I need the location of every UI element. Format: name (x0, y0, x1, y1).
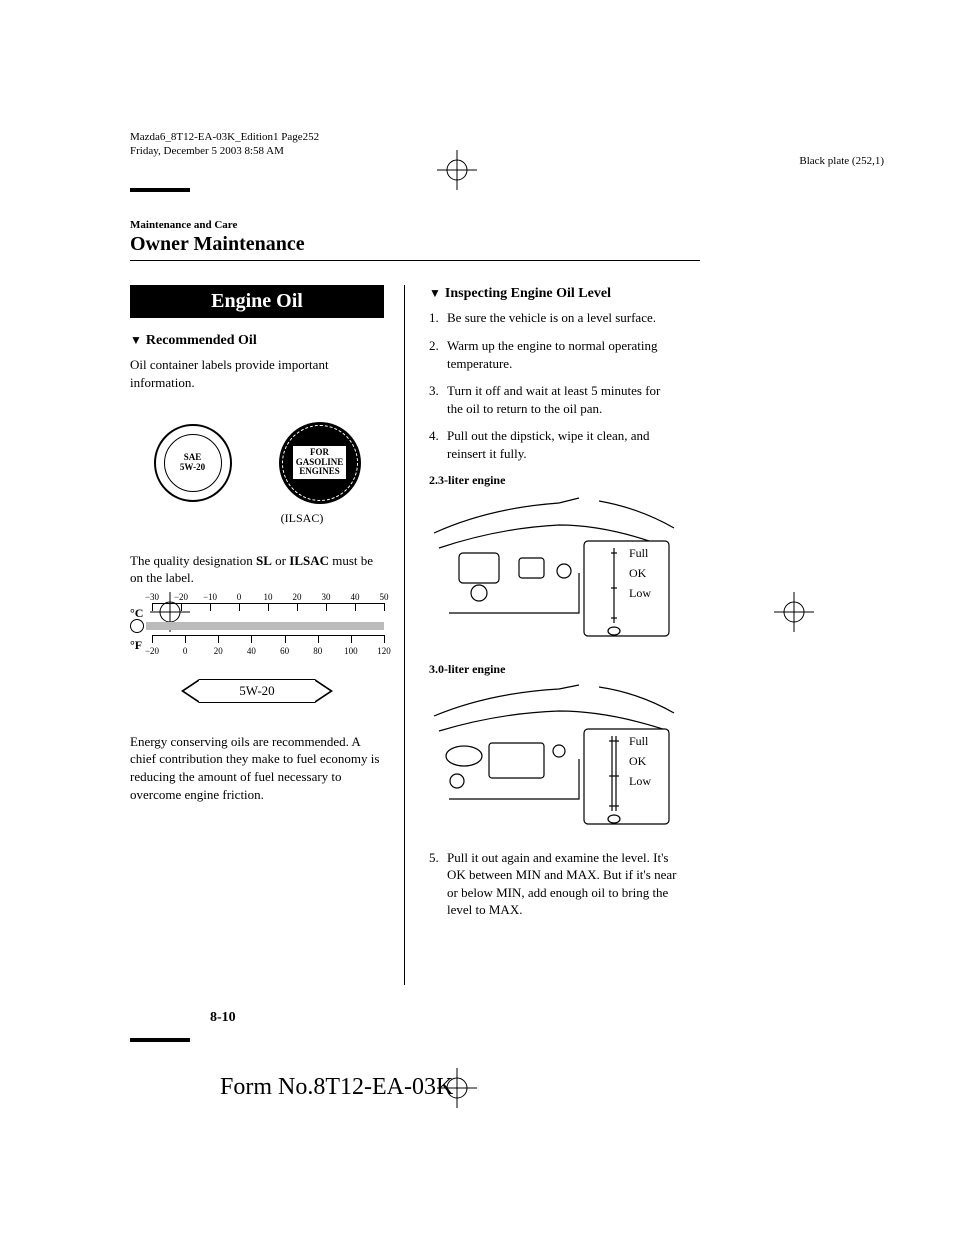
page-title: Owner Maintenance (130, 233, 830, 256)
engine-label: 2.3-liter engine (429, 472, 679, 488)
text-bold: SL (256, 553, 272, 568)
donut-sae: SAE (184, 452, 202, 462)
engine-bay-23-icon: Full OK Low (429, 493, 679, 643)
starburst-line1: FOR (310, 447, 329, 457)
dipstick-full: Full (629, 734, 649, 748)
step-text: Warm up the engine to normal operating t… (447, 337, 679, 372)
step-text: Be sure the vehicle is on a level surfac… (447, 309, 679, 327)
tick-label: −20 (145, 645, 159, 657)
tick-label: 80 (313, 645, 322, 657)
hex-arrow-left-icon (181, 679, 199, 703)
tick-label: 40 (351, 591, 360, 603)
doc-meta: Mazda6_8T12-EA-03K_Edition1 Page252 Frid… (130, 130, 830, 159)
engine-diagram-30: 3.0-liter engine (429, 661, 679, 831)
tick-label: 10 (264, 591, 273, 603)
step-number: 2. (429, 337, 447, 372)
temperature-scale-diagram: °C −30−20−1001020304050 °F −200204060801 (130, 603, 384, 655)
fahrenheit-scale: −20020406080100120 (152, 635, 384, 655)
oil-label-badges: SAE 5W-20 FOR GASOLINE ENGINES (130, 422, 384, 504)
dipstick-low: Low (629, 586, 651, 600)
tick-label: −30 (145, 591, 159, 603)
step-item: 1.Be sure the vehicle is on a level surf… (429, 309, 679, 327)
steps-list: 1.Be sure the vehicle is on a level surf… (429, 309, 679, 462)
engine-label: 3.0-liter engine (429, 661, 679, 677)
text-bold: ILSAC (289, 553, 329, 568)
celsius-unit: °C (130, 605, 152, 621)
subheading-inspecting-oil: Inspecting Engine Oil Level (429, 285, 679, 304)
ilsac-starburst-icon: FOR GASOLINE ENGINES (279, 422, 361, 504)
dipstick-ok: OK (629, 566, 647, 580)
paragraph: The quality designation SL or ILSAC must… (130, 552, 384, 587)
ilsac-caption: (ILSAC) (130, 510, 384, 526)
tick-label: 100 (344, 645, 358, 657)
tick-label: 30 (322, 591, 331, 603)
step-number: 5. (429, 849, 447, 919)
column-divider (404, 285, 405, 985)
dipstick-ok: OK (629, 754, 647, 768)
step-number: 4. (429, 427, 447, 462)
step-text: Pull out the dipstick, wipe it clean, an… (447, 427, 679, 462)
dipstick-low: Low (629, 774, 651, 788)
step-text: Pull it out again and examine the level.… (447, 849, 679, 919)
tick-label: 120 (377, 645, 391, 657)
tick-label: 0 (237, 591, 242, 603)
tick-label: 50 (380, 591, 389, 603)
step-item: 2.Warm up the engine to normal operating… (429, 337, 679, 372)
step-number: 1. (429, 309, 447, 327)
tick-label: 20 (214, 645, 223, 657)
page-content: Mazda6_8T12-EA-03K_Edition1 Page252 Frid… (130, 130, 830, 985)
right-column: Inspecting Engine Oil Level 1.Be sure th… (409, 285, 679, 985)
section-banner: Engine Oil (130, 285, 384, 318)
tick-label: 0 (183, 645, 188, 657)
subheading-recommended-oil: Recommended Oil (130, 332, 384, 351)
oil-grade-hex: 5W-20 (130, 679, 384, 703)
paragraph: Energy conserving oils are recommended. … (130, 733, 384, 803)
starburst-line2: GASOLINE (296, 457, 344, 467)
starburst-line3: ENGINES (299, 466, 340, 476)
paragraph: Oil container labels provide important i… (130, 356, 384, 391)
text: or (272, 553, 289, 568)
thermometer-bulb-icon (130, 619, 144, 633)
title-rule (130, 260, 700, 261)
engine-diagram-23: 2.3-liter engine (429, 472, 679, 642)
oil-grade-label: 5W-20 (199, 679, 314, 703)
doc-timestamp: Friday, December 5 2003 8:58 AM (130, 145, 284, 157)
left-column: Engine Oil Recommended Oil Oil container… (130, 285, 400, 985)
tick-label: 20 (293, 591, 302, 603)
bottom-crop-bar (130, 1038, 190, 1042)
hex-arrow-right-icon (315, 679, 333, 703)
tick-label: −20 (174, 591, 188, 603)
engine-bay-30-icon: Full OK Low (429, 681, 679, 831)
step-number: 3. (429, 382, 447, 417)
step-item: 4.Pull out the dipstick, wipe it clean, … (429, 427, 679, 462)
api-service-donut-icon: SAE 5W-20 (154, 424, 232, 502)
dipstick-full: Full (629, 546, 649, 560)
tick-label: −10 (203, 591, 217, 603)
doc-id: Mazda6_8T12-EA-03K_Edition1 Page252 (130, 131, 319, 143)
breadcrumb: Maintenance and Care (130, 219, 830, 231)
tick-label: 60 (280, 645, 289, 657)
step-text: Turn it off and wait at least 5 minutes … (447, 382, 679, 417)
tick-label: 40 (247, 645, 256, 657)
page-number: 8-10 (210, 1010, 236, 1026)
donut-grade: 5W-20 (180, 462, 205, 472)
form-number: Form No.8T12-EA-03K (220, 1074, 453, 1101)
step-item: 3.Turn it off and wait at least 5 minute… (429, 382, 679, 417)
text: The quality designation (130, 553, 256, 568)
scale-band (146, 620, 384, 632)
step-5: 5. Pull it out again and examine the lev… (429, 849, 679, 919)
